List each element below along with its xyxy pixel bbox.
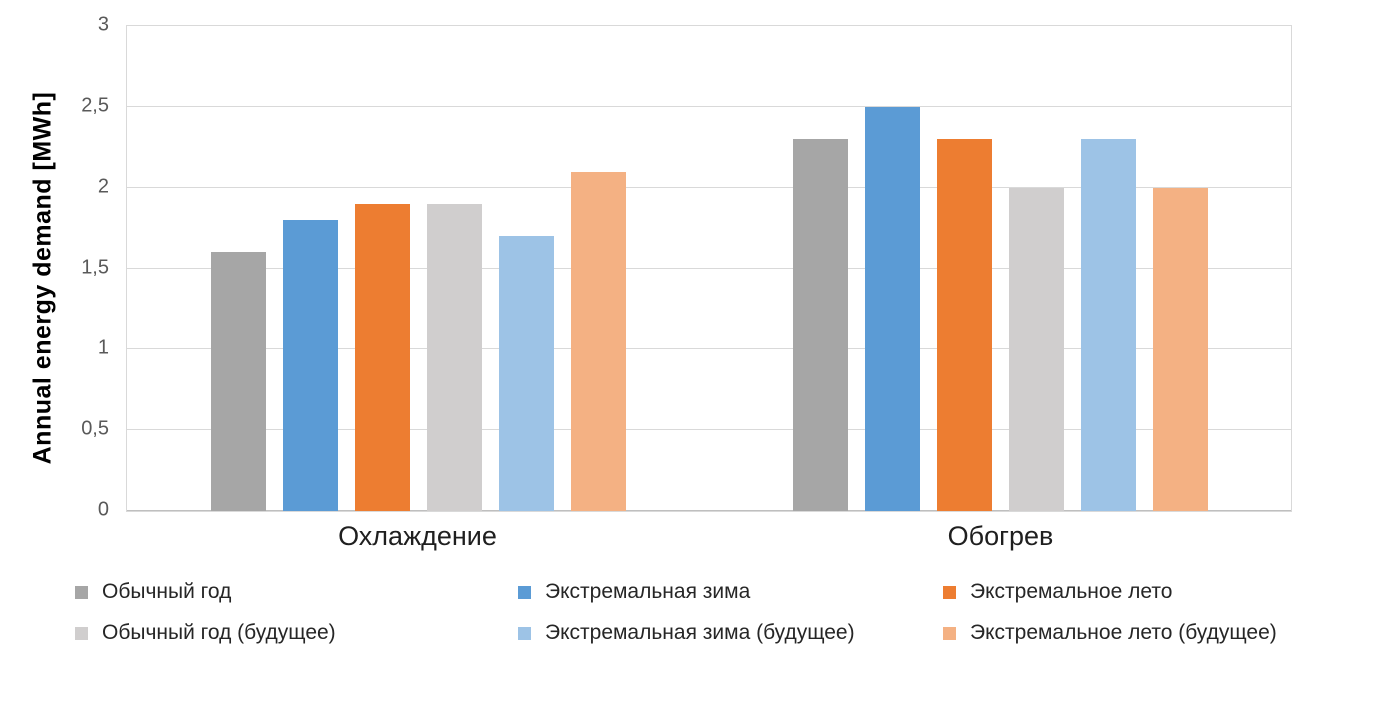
bar-series-1-category-1 (864, 106, 920, 511)
bar-group-cooling (127, 26, 709, 511)
y-tick-label: 3 (97, 13, 109, 36)
bar-series-3-category-1 (1008, 187, 1064, 511)
x-axis-line (127, 510, 1291, 511)
bar-series-3-category-0 (426, 203, 482, 511)
gridline (127, 429, 1291, 431)
gridline (127, 25, 1291, 26)
legend-label: Обычный год (будущее) (102, 621, 336, 644)
bar-series-5-category-1 (1152, 187, 1208, 511)
legend-label: Экстремальное лето (будущее) (970, 621, 1277, 644)
legend-label: Экстремальное лето (970, 580, 1173, 603)
category-label: Охлаждение (338, 521, 497, 551)
y-tick-label: 1,5 (81, 256, 109, 278)
legend-item: Экстремальное лето (943, 580, 1277, 604)
y-tick-label: 0,5 (81, 417, 109, 440)
y-tick-label: 2,5 (81, 94, 109, 117)
legend-item: Экстремальное лето (будущее) (943, 621, 1277, 645)
y-tick-label: 0 (97, 498, 109, 521)
gridlines (127, 25, 1291, 511)
legend-item: Экстремальная зима (будущее) (518, 621, 943, 645)
bar-series-0-category-1 (792, 139, 848, 511)
legend-swatch-icon (518, 626, 531, 640)
bar-series-4-category-0 (498, 236, 554, 511)
bar-series-4-category-1 (1080, 139, 1136, 511)
legend-item: Экстремальная зима (518, 580, 943, 604)
bar-group-heating (709, 26, 1291, 511)
bar-series-5-category-0 (570, 171, 626, 511)
legend-swatch-icon (75, 626, 88, 640)
legend-swatch-icon (943, 626, 956, 640)
gridline (127, 105, 1291, 107)
y-axis-tick-labels: 0 0,5 1 1,5 2 2,5 3 (0, 0, 109, 705)
x-axis-category-labels: Охлаждение Обогрев (126, 521, 1292, 552)
legend-item: Обычный год (75, 580, 518, 604)
y-tick-label: 2 (97, 175, 109, 198)
legend-swatch-icon (943, 585, 956, 599)
bar-series-2-category-1 (936, 139, 992, 511)
legend-swatch-icon (518, 585, 531, 599)
legend-label: Экстремальная зима (545, 580, 751, 603)
gridline (127, 267, 1291, 269)
bar-groups (127, 26, 1291, 511)
plot-area (126, 25, 1292, 512)
gridline (127, 348, 1291, 350)
legend-label: Обычный год (102, 580, 232, 603)
legend-item: Обычный год (будущее) (75, 621, 518, 645)
bar-series-0-category-0 (210, 252, 266, 511)
legend-label: Экстремальная зима (будущее) (545, 621, 855, 644)
legend: Обычный год Экстремальная зима Экстремальн… (75, 580, 1277, 645)
bar-series-2-category-0 (354, 203, 410, 511)
legend-swatch-icon (75, 585, 88, 599)
gridline (127, 186, 1291, 188)
bar-series-1-category-0 (282, 220, 338, 511)
y-tick-label: 1 (97, 336, 109, 359)
category-label: Обогрев (947, 521, 1054, 551)
